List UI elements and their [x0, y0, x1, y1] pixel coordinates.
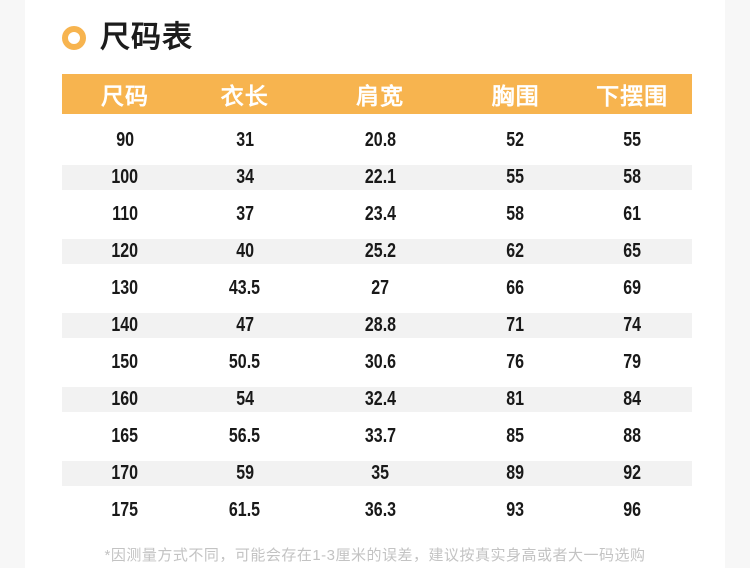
cell-value: 93 [506, 499, 525, 521]
cell-value: 74 [623, 314, 642, 336]
size-table: 尺码 衣长 肩宽 胸围 下摆围 90 31 20.8 52 55 100 34 … [62, 74, 692, 529]
cell-value: 61 [623, 203, 642, 225]
cell-value: 84 [623, 388, 642, 410]
size-chart-card: 尺码表 尺码 衣长 肩宽 胸围 下摆围 90 31 20.8 52 55 100… [25, 0, 725, 568]
cell-value: 92 [623, 462, 642, 484]
page-title: 尺码表 [100, 21, 193, 54]
cell-value: 50.5 [229, 351, 261, 373]
cell-value: 31 [235, 129, 254, 151]
cell-value: 90 [116, 129, 134, 151]
cell-value: 59 [235, 462, 254, 484]
column-header-hem: 下摆围 [596, 83, 669, 109]
cell-value: 56.5 [229, 425, 261, 447]
column-header-length: 衣长 [220, 83, 269, 109]
cell-value: 165 [111, 425, 139, 447]
cell-value: 61.5 [229, 499, 261, 521]
cell-value: 150 [111, 351, 139, 373]
cell-value: 36.3 [364, 499, 396, 521]
cell-value: 43.5 [229, 277, 261, 299]
column-header-size: 尺码 [101, 83, 149, 109]
table-row: 90 31 20.8 52 55 [62, 122, 692, 159]
cell-value: 65 [623, 240, 642, 262]
cell-value: 28.8 [364, 314, 396, 336]
column-header-chest: 胸围 [491, 83, 540, 109]
cell-value: 58 [506, 203, 525, 225]
cell-value: 54 [235, 388, 254, 410]
table-row: 110 37 23.4 58 61 [62, 196, 692, 233]
cell-value: 81 [506, 388, 525, 410]
table-row: 170 59 35 89 92 [62, 455, 692, 492]
cell-value: 55 [506, 166, 525, 188]
cell-value: 85 [506, 425, 525, 447]
cell-value: 100 [111, 166, 139, 188]
cell-value: 110 [112, 203, 138, 225]
cell-value: 140 [111, 314, 139, 336]
cell-value: 47 [235, 314, 254, 336]
cell-value: 40 [235, 240, 254, 262]
cell-value: 27 [371, 277, 390, 299]
table-row: 175 61.5 36.3 93 96 [62, 492, 692, 529]
cell-value: 71 [506, 314, 525, 336]
cell-value: 20.8 [364, 129, 396, 151]
cell-value: 35 [371, 462, 390, 484]
measurement-disclaimer: *因测量方式不同，可能会存在1-3厘米的误差，建议按真实身高或者大一码选购 [104, 547, 646, 564]
cell-value: 89 [506, 462, 525, 484]
cell-value: 30.6 [364, 351, 396, 373]
cell-value: 25.2 [364, 240, 396, 262]
ring-bullet-icon [62, 26, 86, 50]
cell-value: 23.4 [364, 203, 396, 225]
cell-value: 34 [235, 166, 254, 188]
cell-value: 76 [506, 351, 525, 373]
cell-value: 170 [111, 462, 139, 484]
cell-value: 175 [111, 499, 139, 521]
cell-value: 55 [623, 129, 642, 151]
section-header: 尺码表 [25, 0, 725, 53]
cell-value: 69 [623, 277, 642, 299]
cell-value: 32.4 [364, 388, 396, 410]
table-row: 100 34 22.1 55 58 [62, 159, 692, 196]
table-body: 90 31 20.8 52 55 100 34 22.1 55 58 110 3… [62, 114, 692, 529]
cell-value: 37 [235, 203, 254, 225]
column-header-shoulder: 肩宽 [356, 83, 405, 109]
table-row: 150 50.5 30.6 76 79 [62, 344, 692, 381]
table-row: 165 56.5 33.7 85 88 [62, 418, 692, 455]
cell-value: 79 [623, 351, 642, 373]
cell-value: 120 [111, 240, 139, 262]
cell-value: 62 [506, 240, 525, 262]
table-row: 140 47 28.8 71 74 [62, 307, 692, 344]
cell-value: 160 [111, 388, 139, 410]
cell-value: 52 [506, 129, 525, 151]
cell-value: 96 [623, 499, 642, 521]
table-header-row: 尺码 衣长 肩宽 胸围 下摆围 [62, 74, 692, 114]
table-row: 120 40 25.2 62 65 [62, 233, 692, 270]
table-row: 130 43.5 27 66 69 [62, 270, 692, 307]
cell-value: 66 [506, 277, 525, 299]
cell-value: 130 [111, 277, 139, 299]
cell-value: 88 [623, 425, 642, 447]
cell-value: 22.1 [364, 166, 396, 188]
table-row: 160 54 32.4 81 84 [62, 381, 692, 418]
cell-value: 33.7 [364, 425, 396, 447]
cell-value: 58 [623, 166, 642, 188]
